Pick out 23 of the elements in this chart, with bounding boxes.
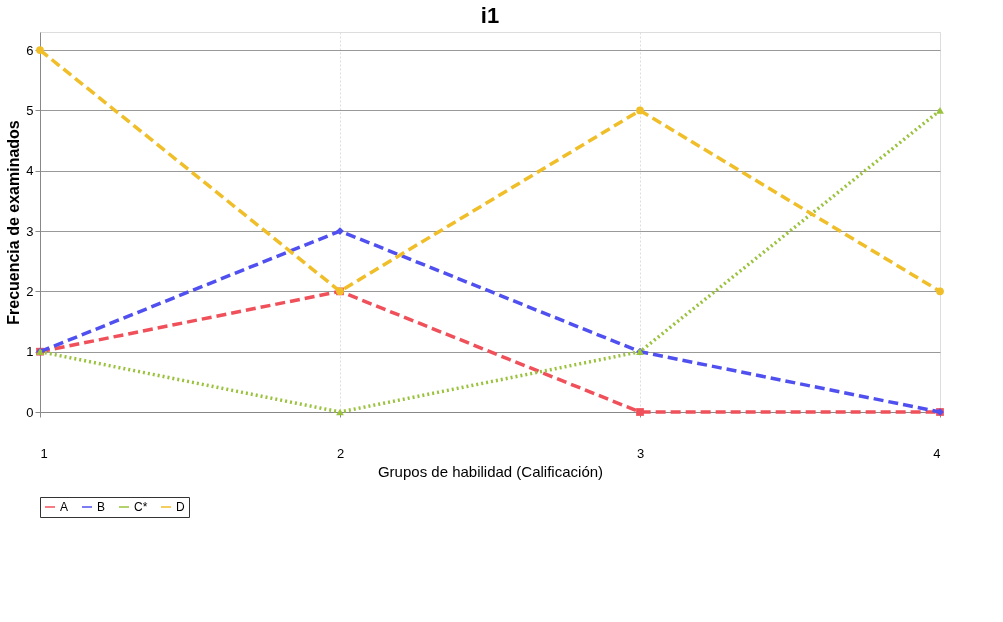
chart-title: i1 (480, 3, 500, 28)
legend-label: C* (134, 500, 148, 514)
y-axis-title: Frecuencia de examinados (5, 120, 23, 325)
legend-label: A (60, 500, 69, 514)
point (36, 46, 44, 54)
x-axis-title: Grupos de habilidad (Calificación) (377, 462, 604, 480)
x-tick-label: 2 (336, 445, 345, 461)
x-tick-label: 4 (933, 445, 941, 461)
point (936, 287, 944, 296)
y-tick-label: 5 (26, 102, 34, 118)
y-tick-label: 6 (26, 42, 34, 58)
point (636, 106, 644, 115)
x-tick-label: 1 (40, 445, 48, 461)
x-tick-label: 3 (636, 445, 645, 461)
y-tick-label: 0 (26, 404, 34, 420)
legend-label: B (97, 500, 106, 514)
y-tick-label: 3 (26, 223, 34, 239)
y-tick-label: 1 (26, 344, 34, 360)
legend-label: D (176, 500, 185, 514)
point (636, 408, 644, 416)
point (936, 107, 944, 114)
y-tick-label: 2 (26, 283, 34, 299)
y-tick-label: 4 (26, 163, 34, 179)
